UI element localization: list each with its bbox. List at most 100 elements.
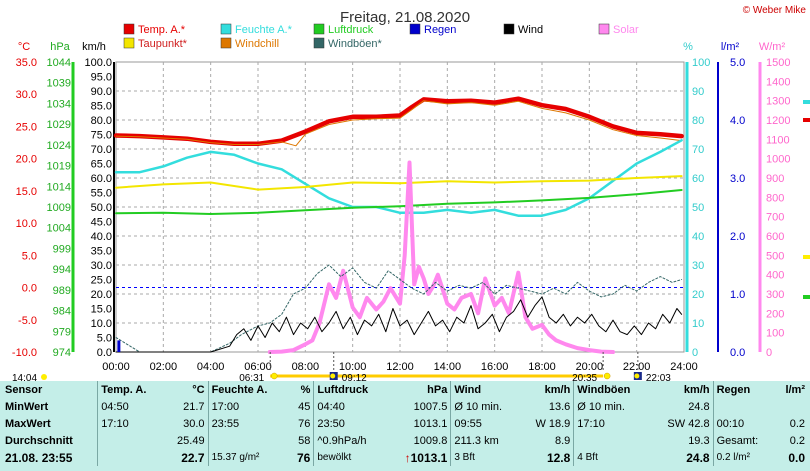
tick-label-pressure: 984 xyxy=(53,306,71,318)
legend-item: Regen xyxy=(409,23,456,36)
stats-cell: 21.7 xyxy=(183,400,205,413)
tick-label-solar: 800 xyxy=(766,192,784,204)
now-empty xyxy=(97,449,165,466)
stats-header-press-unit: hPa xyxy=(427,383,448,396)
tick-label-wind: 25.0 xyxy=(91,275,112,287)
stats-header-wind: Wind xyxy=(450,381,521,398)
tick-label-wind: 15.0 xyxy=(91,304,112,316)
now-wind: 12.8 xyxy=(546,450,571,465)
now-label: 21.08. 23:55 xyxy=(5,450,73,465)
tick-label-temp: 10.0 xyxy=(16,218,37,230)
stats-cell: 19.3 xyxy=(688,434,710,447)
tick-label-solar: 600 xyxy=(766,231,784,243)
tick-label-pressure: 1044 xyxy=(47,57,71,69)
chart-title: Freitag, 21.08.2020 xyxy=(340,9,470,26)
sun-icon xyxy=(603,372,611,380)
stats-cell: 13.6 xyxy=(548,400,571,413)
tick-label-solar: 1000 xyxy=(766,154,790,166)
stats-table: Sensor Temp. A. °C Feuchte A. % Luftdruc… xyxy=(2,381,808,466)
stats-label: MaxWert xyxy=(5,417,51,430)
stats-label: Durchschnitt xyxy=(5,434,73,447)
stats-header-gust-unit: km/h xyxy=(683,383,710,396)
tick-label-pressure: 994 xyxy=(53,264,71,276)
stats-cell: 1009.8 xyxy=(413,434,448,447)
tick-label-humidity: 60 xyxy=(692,173,704,185)
legend-label: Temp. A.* xyxy=(138,24,186,36)
tick-label-time: 06:00 xyxy=(244,361,272,373)
day-start-time: 14:04 xyxy=(12,373,37,381)
tick-label-wind: 85.0 xyxy=(91,101,112,113)
stats-header-hum: Feuchte A. xyxy=(207,381,289,398)
arrow-up-icon: ↑ xyxy=(404,450,411,465)
stats-header-sensor: Sensor xyxy=(5,383,43,396)
stats-row-now: 21.08. 23:55 22.7 15.37 g/m² 76 bewölkt … xyxy=(2,449,808,466)
tick-label-time: 16:00 xyxy=(481,361,509,373)
tick-label-humidity: 40 xyxy=(692,231,704,243)
moonset-time: 09:12 xyxy=(342,373,367,381)
tick-label-wind: 10.0 xyxy=(91,318,112,330)
legend-swatch xyxy=(123,37,135,49)
series-taupunkt xyxy=(115,175,683,191)
legend-swatch xyxy=(598,23,610,35)
tick-label-solar: 1100 xyxy=(766,134,790,146)
now-hum: 76 xyxy=(296,450,311,465)
stats-row-avg: Durchschnitt 25.49 58 ^0.9hPa/h 1009.8 2… xyxy=(2,432,808,449)
legend-swatch xyxy=(313,37,325,49)
tick-label-wind: 45.0 xyxy=(91,217,112,229)
tick-label-solar: 400 xyxy=(766,270,784,282)
stats-header-temp: Temp. A. xyxy=(97,381,165,398)
tick-label-solar: 1200 xyxy=(766,115,790,127)
legend-item: Wind xyxy=(503,23,543,36)
series-solar xyxy=(267,160,615,354)
stats-cell: 17:00 xyxy=(207,398,289,415)
weather-chart: Freitag, 21.08.2020 © Weber Mike Temp. A… xyxy=(12,5,810,384)
stats-cell: Ø 10 min. xyxy=(450,398,521,415)
tick-label-rain: 4.0 xyxy=(730,115,745,127)
stats-row-max: MaxWert 17:10 30.0 23:55 76 23:50 1013.1… xyxy=(2,415,808,432)
legend-swatch xyxy=(503,23,515,35)
legend-label: Windböen* xyxy=(328,38,383,50)
unit-pressure: hPa xyxy=(50,41,70,53)
tick-label-pressure: 999 xyxy=(53,243,71,255)
legend-swatch xyxy=(313,23,325,35)
series-windchill xyxy=(115,100,683,147)
tick-label-solar: 1400 xyxy=(766,76,790,88)
tick-label-rain: 5.0 xyxy=(730,57,745,69)
tick-label-rain: 3.0 xyxy=(730,173,745,185)
stats-header-press: Luftdruck xyxy=(313,381,388,398)
unit-rain: l/m² xyxy=(721,41,740,53)
tick-label-time: 08:00 xyxy=(292,361,320,373)
tick-label-pressure: 1014 xyxy=(47,181,71,193)
stats-cell: 09:55 xyxy=(450,415,521,432)
stats-cell: 30.0 xyxy=(183,417,205,430)
stats-cell: 17:10 xyxy=(97,415,165,432)
tick-label-pressure: 1009 xyxy=(47,202,71,214)
stats-cell: 76 xyxy=(298,417,311,430)
legend-label: Feuchte A.* xyxy=(235,24,293,36)
edge-mark xyxy=(803,118,810,122)
stats-cell: 1007.5 xyxy=(413,400,448,413)
now-wind-bft: 3 Bft xyxy=(450,449,521,466)
tick-label-time: 04:00 xyxy=(197,361,225,373)
legend-item: Solar xyxy=(598,23,639,36)
right-edge-marks xyxy=(803,100,810,299)
tick-label-wind: 100.0 xyxy=(84,57,112,69)
legend-label: Luftdruck xyxy=(328,24,374,36)
tick-label-wind: 30.0 xyxy=(91,260,112,272)
legend-item: Windchill xyxy=(220,37,279,50)
tick-label-wind: 90.0 xyxy=(91,86,112,98)
now-gust-bft: 4 Bft xyxy=(573,449,651,466)
legend-swatch xyxy=(123,23,135,35)
now-hum-note: 15.37 g/m² xyxy=(207,449,289,466)
legend-item: Luftdruck xyxy=(313,23,374,36)
tick-label-rain: 1.0 xyxy=(730,289,745,301)
tick-label-solar: 900 xyxy=(766,173,784,185)
stats-cell: SW 42.8 xyxy=(667,417,710,430)
tick-label-temp: 35.0 xyxy=(16,57,37,69)
legend-swatch xyxy=(220,37,232,49)
stats-cell: Gesamt: xyxy=(712,432,775,449)
tick-label-temp: 15.0 xyxy=(16,186,37,198)
now-sky: bewölkt xyxy=(313,449,388,466)
stats-header-rain: Regen xyxy=(712,381,775,398)
